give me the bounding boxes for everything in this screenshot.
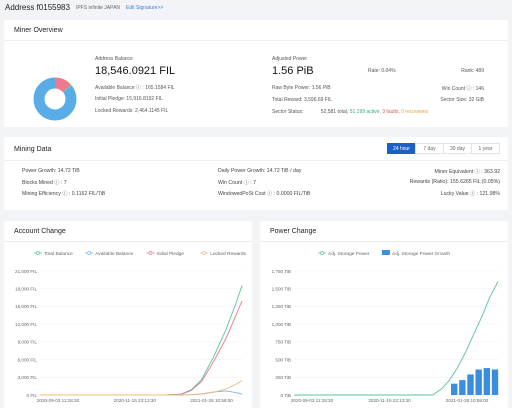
account-y-tick: 9,000 FIL [18,340,38,345]
daily-power-growth: Daily Power Growth: 14.72 TiB / day [218,168,302,174]
power-change-title: Power Change [270,228,317,235]
address-balance-label: Address Balance [95,56,133,62]
power-rate: Rate: 0.04% [368,68,396,74]
account-change-card: Account Change Total Balance Available Ba… [4,221,252,408]
power-growth-bar [483,368,491,395]
power-y-tick: 500 TiB [275,357,291,362]
adjusted-power-value: 1.56 PiB [272,65,314,77]
account-y-tick: 6,000 FIL [18,357,38,362]
power-growth: Power Growth: 14.72 TiB [22,168,80,174]
adjusted-power-label: Adjusted Power [272,56,308,62]
rewards-ratio: Rewards (Ratio): 155.6265 FIL (0.05%) [409,179,500,185]
power-y-tick: 1,250 TiB [272,304,291,309]
edit-signature-link[interactable]: Edit Signature>> [126,4,164,11]
power-legend-marker [320,251,324,255]
account-series-line [40,285,243,396]
initial-pledge: Initial Pledge: 15,916.8192 FIL [95,96,163,102]
mining-data-title: Mining Data [14,146,52,153]
power-growth-bar [475,369,482,395]
power-legend-swatch [381,250,390,255]
power-y-tick: 750 TiB [275,340,291,345]
account-y-tick: 15,000 FIL [15,304,37,309]
power-y-tick: 250 TiB [275,375,291,380]
miner-overview-card: Miner Overview Address Balance 18,546.09… [4,20,508,127]
power-legend-label: Adj. Storage Power Growth [392,251,450,257]
sector-size: Sector Size: 32 GiB [440,97,484,103]
miner-tag: IPFS infinite JAPAN [75,4,121,11]
power-x-tick: 2020-09-03 11:28:30 [291,398,334,403]
account-legend-label: Total Balance [44,251,73,257]
power-divider [260,241,508,242]
account-y-tick: 12,000 FIL [15,322,37,327]
mining-win-count: Win Count ⓘ : 7 [218,180,257,186]
account-divider [4,241,252,242]
account-y-tick: 3,000 FIL [18,375,38,380]
account-x-tick: 2020-09-03 11:28:30 [37,398,80,403]
power-legend-label: Adj. Storage Power [328,251,370,257]
account-legend-marker [202,251,207,255]
power-y-tick: 1,500 TiB [272,287,291,292]
account-series-line [40,300,243,396]
power-growth-bar [491,369,499,395]
overview-win-count: Win Count ⓘ : 146 [441,86,484,92]
power-growth-bar [467,374,474,395]
tab-24-hour[interactable]: 24 hour [387,143,416,154]
account-y-tick: 0 FIL [27,393,38,398]
power-x-tick: 2020-11-15 23:13:30 [368,398,411,403]
power-x-tick: 2021-01-28 10:59:00 [446,398,489,403]
account-change-title: Account Change [14,228,66,235]
account-legend-marker [36,251,40,255]
overview-divider [4,40,508,41]
account-legend-label: Initial Pledge [157,251,185,257]
windowpost-cost: WindowedPoSt Cost ⓘ : 0.0000 FIL/TiB [218,191,311,197]
power-series-line [294,281,499,396]
account-series-line [40,380,243,396]
account-y-tick: 21,000 FIL [15,269,37,274]
address-title: Address f0155983 [5,3,70,12]
tab-7-day[interactable]: 7 day [415,143,444,154]
mining-efficiency: Mining Efficiency ⓘ : 0.1162 FIL/TiB [22,191,106,197]
account-legend-label: Locked Rewards [210,251,246,257]
donut-slice-pledge [33,77,77,121]
available-balance: Available Balance ⓘ : 165.1584 FIL [95,85,175,91]
total-reward: Total Reward: 3,596.69 FIL [272,97,333,103]
sector-active: 51,199 active, [349,109,381,115]
account-legend-marker [148,251,153,255]
power-growth-bar [451,383,458,395]
account-legend-label: Available Balance [95,251,133,257]
time-range-tabs: 24 hour 7 day 30 day 1 year [387,143,500,154]
sector-status-label: Sector Status: [272,109,304,115]
locked-rewards: Locked Rewards: 2,464.1145 FIL [95,108,169,114]
mining-divider [4,160,508,161]
account-legend-marker [87,251,92,255]
balance-donut-chart [33,77,77,121]
power-rank: Rank: 489 [461,68,484,74]
sector-total: 52,581 total, [320,109,349,115]
power-growth-bar [459,380,466,395]
power-change-card: Power Change Adj. Storage Power Adj. Stor… [260,221,508,408]
sector-status: Sector Status: 52,581 total, 51,199 acti… [272,109,428,115]
tab-1-year[interactable]: 1 year [471,143,500,154]
power-y-tick: 0 TiB [281,393,291,398]
lucky-value: Lucky Value ⓘ : 121.98% [440,191,500,197]
page-header: Address f0155983 IPFS infinite JAPAN Edi… [0,0,512,15]
address-balance-value: 18,546.0921 FIL [95,65,176,77]
miner-overview-title: Miner Overview [14,27,63,34]
mining-data-card: Mining Data 24 hour 7 day 30 day 1 year … [4,137,508,210]
power-change-chart: Adj. Storage Power Adj. Storage Power Gro… [272,250,499,403]
tab-30-day[interactable]: 30 day [443,143,472,154]
sector-recoveries: 0 recoveries [401,109,429,115]
account-y-tick: 18,000 FIL [15,287,37,292]
blocks-mined: Blocks Mined ⓘ : 7 [22,180,67,186]
power-y-tick: 1,750 TiB [272,269,291,274]
account-x-tick: 2021-01-28 10:59:00 [190,398,233,403]
account-x-tick: 2020-11-15 23:13:30 [114,398,157,403]
raw-byte-power: Raw Byte Power: 1.56 PiB [272,85,331,91]
power-y-tick: 1,000 TiB [272,322,291,327]
account-change-chart: Total Balance Available Balance Initial Pl… [15,251,246,403]
miner-equivalent: Miner Equivalent ⓘ : 363.92 [434,169,500,175]
sector-faults: 3 faults, [382,109,400,115]
